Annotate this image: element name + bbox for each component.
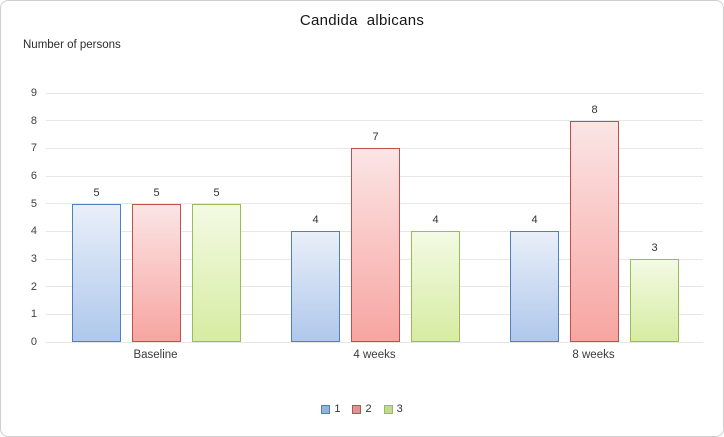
y-axis-ticks: 0 1 2 3 4 5 6 7 8 9: [1, 87, 37, 348]
legend-item-3: 3: [383, 403, 403, 415]
y-tick-label: 8: [30, 114, 37, 127]
bar-series-2-4-weeks: [351, 148, 400, 342]
data-label: 4: [432, 214, 439, 227]
data-label: 5: [213, 186, 220, 199]
bar-series-1-4-weeks: [291, 231, 340, 342]
bar-series-2-8-weeks: [570, 120, 619, 342]
legend-label: 1: [334, 403, 341, 415]
plot-area: 5 5 5 4 7 4 4 8 3: [46, 92, 703, 343]
legend-swatch-icon: [352, 404, 362, 414]
data-label: 3: [651, 242, 658, 254]
y-tick-label: 0: [30, 336, 37, 348]
x-axis-label-4-weeks: 4 weeks: [353, 349, 396, 361]
bar-series-1-8-weeks: [510, 231, 559, 342]
data-label: 5: [93, 186, 100, 199]
gridline: [46, 120, 703, 122]
gridline: [46, 341, 703, 343]
legend-label: 2: [365, 403, 372, 415]
y-tick-label: 9: [30, 87, 37, 99]
legend-item-2: 2: [352, 403, 372, 415]
x-axis-label-8-weeks: 8 weeks: [572, 349, 615, 361]
y-tick-label: 5: [30, 197, 37, 210]
y-axis-title: Number of persons: [23, 39, 121, 51]
y-tick-label: 1: [30, 308, 37, 321]
x-axis-labels: Baseline 4 weeks 8 weeks: [46, 349, 703, 361]
y-tick-label: 3: [30, 253, 37, 265]
legend-swatch-icon: [383, 404, 393, 414]
data-label: 4: [312, 214, 319, 227]
bar-group-4-weeks: 4 7 4: [265, 93, 484, 342]
bar-group-8-weeks: 4 8 3: [484, 93, 703, 342]
bar-series-3-4-weeks: [411, 231, 460, 342]
y-tick-label: 4: [30, 225, 37, 238]
bar-series-3-baseline: [192, 203, 241, 342]
legend-label: 3: [396, 403, 403, 415]
data-label: 7: [372, 131, 379, 144]
legend-item-1: 1: [321, 403, 340, 415]
bar-series-3-8-weeks: [630, 259, 679, 342]
chart-title: Candida albicans: [299, 12, 425, 29]
bar-series-1-baseline: [72, 203, 121, 342]
data-label: 8: [591, 103, 598, 116]
x-axis-label-baseline: Baseline: [133, 349, 178, 361]
bar-series-2-baseline: [132, 203, 181, 342]
data-label: 4: [531, 214, 538, 227]
legend: 1 2 3: [1, 403, 723, 415]
y-tick-label: 7: [30, 142, 37, 155]
data-label: 5: [153, 186, 160, 199]
bar-group-baseline: 5 5 5: [46, 93, 265, 342]
legend-swatch-icon: [321, 404, 331, 414]
y-tick-label: 6: [30, 170, 37, 182]
y-tick-label: 2: [30, 280, 37, 293]
gridline: [46, 92, 703, 94]
